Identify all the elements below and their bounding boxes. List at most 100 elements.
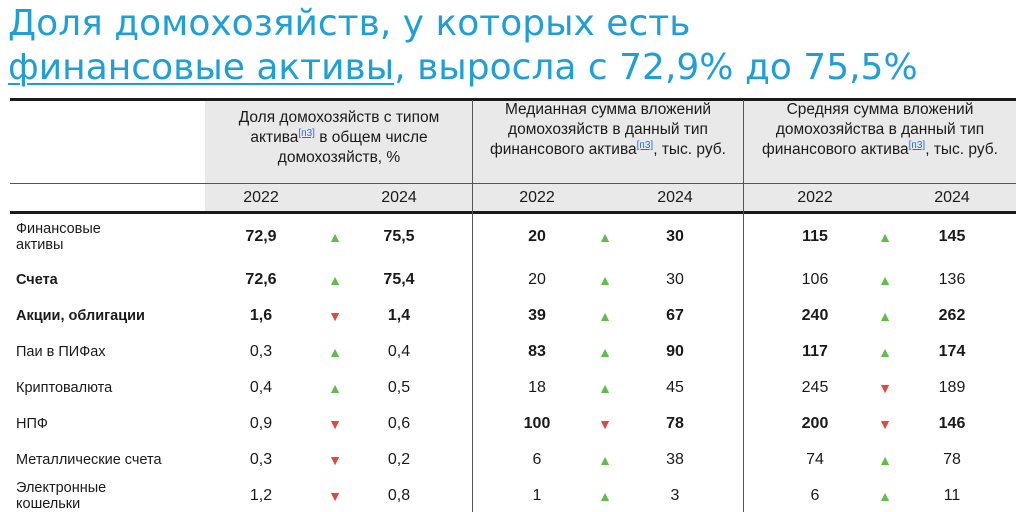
triangle-up-icon: ▲ [878, 272, 892, 288]
value-cell: 11 [943, 487, 961, 504]
triangle-up-icon: ▲ [328, 272, 342, 288]
value-cell: 262 [938, 307, 966, 324]
row-label: Электронные кошельки [16, 480, 107, 512]
value-cell: 0,5 [387, 379, 411, 396]
triangle-up-icon: ▲ [328, 344, 342, 360]
value-cell: 20 [528, 271, 546, 288]
value-cell: 145 [938, 228, 966, 245]
row-label: Криптовалюта [16, 380, 113, 396]
value-cell: 100 [523, 415, 551, 432]
row-label: Паи в ПИФах [16, 344, 106, 360]
value-cell: 0,8 [387, 487, 411, 504]
value-cell: 30 [666, 271, 684, 288]
value-cell: 0,2 [387, 451, 411, 468]
ref-link-n3[interactable]: [п3] [908, 139, 926, 151]
value-cell: 75,4 [383, 271, 415, 288]
triangle-up-icon: ▲ [878, 229, 892, 245]
value-cell: 136 [938, 271, 966, 288]
value-cell: 83 [528, 343, 546, 360]
header-bg-2 [473, 101, 743, 212]
header-bg-3 [744, 101, 1016, 212]
year-header: 2024 [934, 189, 970, 206]
value-cell: 18 [528, 379, 546, 396]
triangle-up-icon: ▲ [598, 380, 612, 396]
value-cell: 0,4 [387, 343, 411, 360]
triangle-down-icon: ▼ [328, 488, 342, 504]
value-cell: 30 [666, 228, 684, 245]
triangle-up-icon: ▲ [328, 380, 342, 396]
triangle-down-icon: ▼ [598, 416, 612, 432]
row-label: НПФ [16, 416, 48, 432]
triangle-up-icon: ▲ [878, 344, 892, 360]
value-cell: 1 [532, 487, 542, 504]
value-cell: 74 [806, 451, 824, 468]
header-group-mean: Средняя сумма вложений домохозяйства в д… [762, 101, 998, 158]
triangle-up-icon: ▲ [598, 344, 612, 360]
triangle-down-icon: ▼ [328, 452, 342, 468]
value-cell: 0,6 [387, 415, 411, 432]
header-years-divider [10, 183, 1016, 184]
title-link[interactable]: финансовые активы [8, 47, 395, 88]
triangle-up-icon: ▲ [598, 488, 612, 504]
page-title: Доля домохозяйств, у которых есть финанс… [8, 2, 1018, 90]
value-cell: 106 [801, 271, 829, 288]
year-header: 2022 [243, 189, 279, 206]
triangle-up-icon: ▲ [598, 452, 612, 468]
value-cell: 78 [666, 415, 684, 432]
row-label: Акции, облигации [16, 308, 145, 324]
title-line-2: финансовые активы, выросла с 72,9% до 75… [8, 46, 1018, 90]
header-group-median: Медианная сумма вложений домохозяйств в … [490, 101, 726, 158]
title-line-1: Доля домохозяйств, у которых есть [8, 3, 691, 44]
value-cell: 6 [810, 487, 820, 504]
triangle-down-icon: ▼ [878, 416, 892, 432]
value-cell: 90 [666, 343, 684, 360]
value-cell: 174 [938, 343, 966, 360]
value-cell: 1,2 [249, 487, 273, 504]
year-header: 2024 [381, 189, 417, 206]
value-cell: 3 [670, 487, 680, 504]
row-label: Металлические счета [16, 452, 162, 468]
column-divider-2 [743, 100, 744, 512]
year-header: 2022 [519, 189, 555, 206]
value-cell: 67 [666, 307, 684, 324]
value-cell: 0,3 [249, 343, 273, 360]
ref-link-n3[interactable]: [п3] [636, 139, 654, 151]
value-cell: 75,5 [383, 228, 415, 245]
row-label: Счета [16, 272, 58, 288]
value-cell: 20 [528, 228, 546, 245]
value-cell: 189 [938, 379, 966, 396]
value-cell: 6 [532, 451, 542, 468]
triangle-up-icon: ▲ [878, 488, 892, 504]
triangle-up-icon: ▲ [598, 272, 612, 288]
value-cell: 72,9 [245, 228, 277, 245]
value-cell: 0,3 [249, 451, 273, 468]
value-cell: 0,4 [249, 379, 273, 396]
value-cell: 1,4 [387, 307, 411, 324]
year-header: 2024 [657, 189, 693, 206]
column-divider-1 [472, 100, 473, 512]
value-cell: 1,6 [249, 307, 273, 324]
value-cell: 38 [666, 451, 684, 468]
value-cell: 240 [801, 307, 829, 324]
triangle-up-icon: ▲ [598, 229, 612, 245]
header-group-share: Доля домохозяйств с типом актива[п3] в о… [238, 109, 440, 166]
table-top-rule [10, 98, 1016, 101]
value-cell: 72,6 [245, 271, 277, 288]
value-cell: 39 [528, 307, 546, 324]
value-cell: 45 [666, 379, 684, 396]
value-cell: 245 [801, 379, 829, 396]
triangle-up-icon: ▲ [878, 452, 892, 468]
value-cell: 146 [938, 415, 966, 432]
triangle-down-icon: ▼ [328, 416, 342, 432]
ref-link-n3[interactable]: [п3] [298, 127, 315, 139]
triangle-down-icon: ▼ [878, 380, 892, 396]
triangle-up-icon: ▲ [328, 229, 342, 245]
triangle-up-icon: ▲ [878, 308, 892, 324]
triangle-up-icon: ▲ [598, 308, 612, 324]
value-cell: 78 [943, 451, 961, 468]
value-cell: 117 [802, 343, 828, 360]
triangle-down-icon: ▼ [328, 308, 342, 324]
row-label: Финансовые активы [16, 221, 101, 253]
header-bg-1 [205, 101, 472, 212]
value-cell: 115 [802, 228, 828, 245]
